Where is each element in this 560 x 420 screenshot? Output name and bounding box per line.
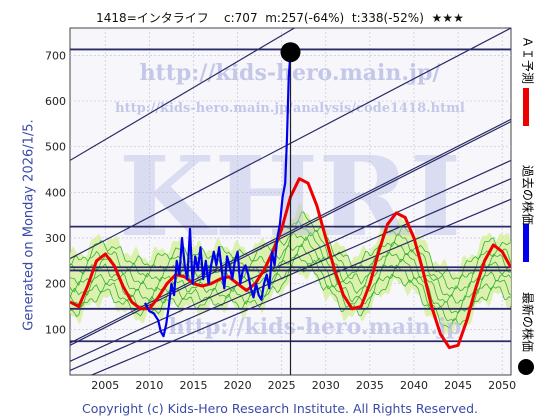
- median-price: m:257(-64%): [265, 11, 345, 25]
- legend-past-price-swatch: [523, 224, 529, 262]
- y-tick-label: 300: [45, 232, 66, 245]
- y-tick-label: 600: [45, 95, 66, 108]
- legend-ai-forecast-label: ＡＩ予測: [520, 35, 535, 85]
- chart-header: 1418=インタライフ c:707 m:257(-64%) t:338(-52%…: [0, 9, 560, 26]
- generated-date-label: Generated on Monday 2026/1/5.: [21, 119, 37, 331]
- legend-ai-forecast-swatch: [523, 88, 529, 126]
- x-tick-label: 2025: [268, 379, 296, 392]
- watermark-bottom-url: http://kids-hero.main.jp: [169, 314, 462, 340]
- x-tick-label: 2045: [444, 379, 472, 392]
- x-tick-label: 2035: [356, 379, 384, 392]
- x-tick-label: 2030: [312, 379, 340, 392]
- y-tick-label: 700: [45, 49, 66, 62]
- legend: [518, 88, 534, 375]
- axes: 2005 2010 2015 2020 2025 2030 2035 2040 2045 2050…: [45, 49, 516, 392]
- latest-marker-group: [280, 42, 301, 375]
- x-tick-label: 2010: [135, 379, 163, 392]
- y-tick-label: 500: [45, 141, 66, 154]
- copyright-footer: Copyright (c) Kids-Hero Research Institu…: [81, 401, 479, 416]
- x-tick-label: 2005: [91, 379, 119, 392]
- legend-latest-price-label: 最新の株価: [520, 291, 535, 353]
- x-tick-label: 2040: [400, 379, 428, 392]
- x-tick-label: 2050: [488, 379, 516, 392]
- legend-latest-price-swatch: [518, 359, 534, 375]
- latest-price-marker: [280, 42, 301, 63]
- y-tick-label: 400: [45, 186, 66, 199]
- stock-code-name: 1418=インタライフ: [96, 11, 209, 25]
- channel-line: [70, 28, 296, 161]
- target-price: t:338(-52%): [351, 11, 424, 25]
- current-price: c:707: [224, 11, 258, 25]
- y-tick-label: 200: [45, 278, 66, 291]
- x-tick-label: 2020: [224, 379, 252, 392]
- legend-past-price-label: 過去の株価: [520, 164, 535, 226]
- past-price-line: [144, 52, 292, 338]
- x-tick-label: 2015: [179, 379, 207, 392]
- y-tick-label: 100: [45, 323, 66, 336]
- rating-stars: ★★★: [431, 11, 464, 25]
